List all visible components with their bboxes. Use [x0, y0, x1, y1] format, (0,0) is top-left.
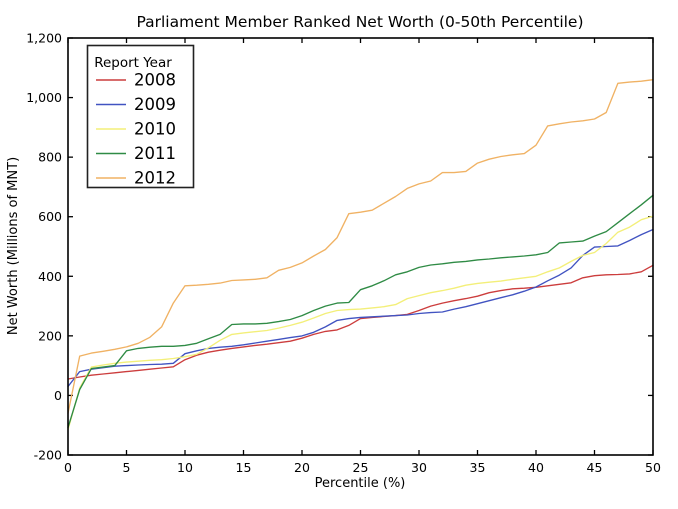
series-line-2012 — [67, 79, 654, 414]
y-tick-label: 200 — [38, 328, 62, 343]
y-tick-label: 400 — [38, 269, 62, 284]
series-line-2010 — [67, 215, 654, 431]
legend-label-2010: 2010 — [134, 120, 176, 139]
y-tick-label: 1,200 — [26, 31, 62, 46]
series-line-2008 — [67, 264, 654, 380]
x-tick-label: 20 — [294, 460, 310, 475]
x-tick-label: 5 — [123, 460, 131, 475]
y-tick-label: -200 — [34, 448, 62, 463]
series-line-2009 — [67, 228, 654, 388]
legend-title: Report Year — [94, 55, 172, 71]
legend-label-2011: 2011 — [134, 144, 176, 163]
y-tick-label: 1,000 — [26, 90, 62, 105]
y-tick-label: 800 — [38, 150, 62, 165]
x-tick-label: 0 — [64, 460, 72, 475]
y-tick-label: 600 — [38, 209, 62, 224]
x-tick-label: 25 — [353, 460, 369, 475]
x-tick-label: 50 — [645, 460, 661, 475]
legend-box — [86, 44, 195, 189]
y-axis-label: Net Worth (Millions of MNT) — [6, 157, 21, 335]
x-axis-label: Percentile (%) — [315, 476, 406, 491]
y-tick-label: 0 — [54, 388, 62, 403]
series-line-2011 — [67, 194, 654, 429]
x-tick-label: 30 — [411, 460, 427, 475]
plot-frame — [67, 37, 654, 456]
legend-label-2008: 2008 — [134, 71, 176, 90]
x-tick-label: 10 — [177, 460, 193, 475]
x-tick-label: 45 — [587, 460, 603, 475]
legend-label-2009: 2009 — [134, 95, 176, 114]
legend-label-2012: 2012 — [134, 169, 176, 188]
chart-title: Parliament Member Ranked Net Worth (0-50… — [136, 13, 583, 31]
x-tick-label: 40 — [528, 460, 544, 475]
plot-area: 0 5 10 15 20 25 30 35 40 45 50-20002004006008001,0… — [26, 31, 661, 476]
x-tick-label: 15 — [236, 460, 252, 475]
x-tick-label: 35 — [470, 460, 486, 475]
